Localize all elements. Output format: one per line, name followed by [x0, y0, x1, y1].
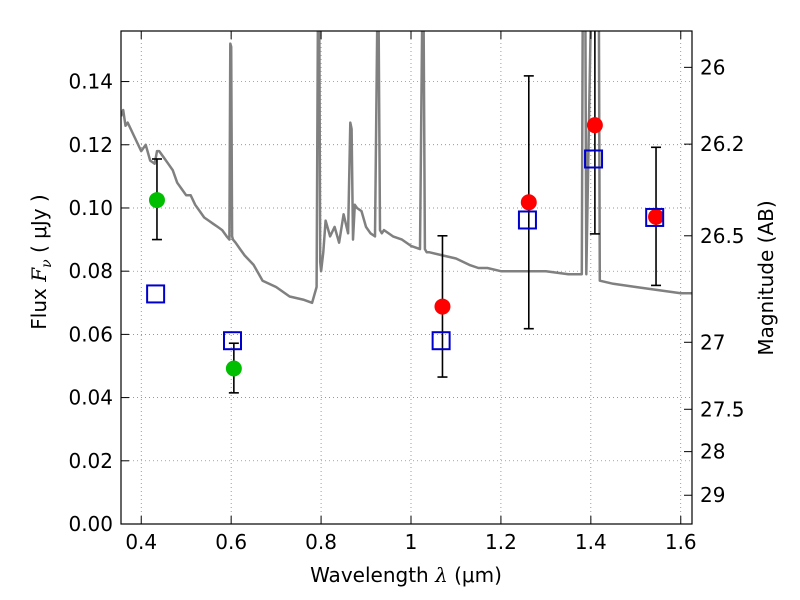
x-tick-label: 0.4 — [125, 530, 157, 554]
x-axis-label: Wavelength λ (μm) — [310, 563, 502, 587]
y2-tick-label: 28 — [700, 440, 725, 464]
y-tick-label: 0.10 — [68, 196, 113, 220]
data-layer — [146, 31, 665, 394]
x-tick-label: 1 — [405, 530, 418, 554]
y-tick-label: 0.00 — [68, 512, 113, 536]
data-point-circle — [225, 360, 242, 377]
y2-tick-label: 26.2 — [700, 132, 745, 156]
data-point-circle — [434, 298, 451, 315]
data-point-circle — [148, 192, 165, 209]
y-tick-label: 0.14 — [68, 70, 113, 94]
data-point-square — [517, 210, 537, 230]
data-point-square — [146, 284, 166, 304]
x-tick-label: 0.8 — [305, 530, 337, 554]
y2-tick-label: 29 — [700, 483, 725, 507]
y2-tick-label: 27 — [700, 330, 725, 354]
y-axis-label: Flux Fν ( μJy ) — [27, 194, 55, 329]
ticks: 0.4 0.6 0.8 1 1.2 1.4 1.6 0.00 0.02 0.04 0.06 0.08 0… — [68, 31, 745, 554]
y-tick-label: 0.02 — [68, 449, 113, 473]
data-point-square — [584, 149, 604, 169]
x-tick-label: 1.6 — [665, 530, 697, 554]
y-tick-label: 0.04 — [68, 386, 113, 410]
data-point-square — [431, 331, 451, 351]
data-point-circle — [648, 208, 665, 225]
y2-tick-label: 26 — [700, 55, 725, 79]
x-tick-label: 0.6 — [215, 530, 247, 554]
model-layer — [121, 31, 692, 305]
x-tick-label: 1.2 — [485, 530, 517, 554]
x-tick-label: 1.4 — [575, 530, 607, 554]
data-point-square — [645, 207, 665, 227]
y-tick-label: 0.08 — [68, 259, 113, 283]
y2-tick-label: 26.5 — [700, 224, 745, 248]
y2-tick-label: 27.5 — [700, 397, 745, 421]
data-point-circle — [520, 194, 537, 211]
y-tick-label: 0.06 — [68, 322, 113, 346]
data-point-square — [223, 331, 243, 351]
plot-frame — [120, 30, 693, 525]
model-spectrum-line — [121, 31, 692, 305]
y2-axis-label: Magnitude (AB) — [754, 200, 778, 355]
data-point-circle — [586, 117, 603, 134]
y-tick-label: 0.12 — [68, 133, 113, 157]
